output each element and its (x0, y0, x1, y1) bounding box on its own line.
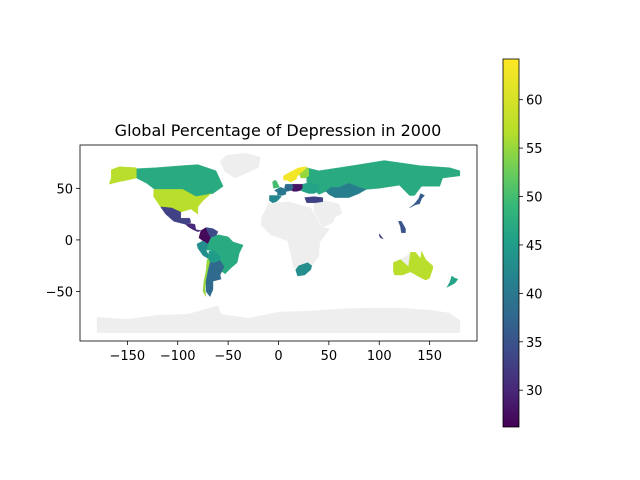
region-japan (409, 193, 425, 209)
region-kazakhstan (325, 182, 367, 198)
y-axis: 50 0 −50 (46, 182, 80, 300)
colorbar-tick-label: 40 (526, 287, 543, 302)
region-antarctica (96, 305, 461, 333)
colorbar (502, 58, 520, 428)
region-malaysia (379, 233, 384, 240)
x-tick-label: 150 (417, 349, 442, 364)
region-france (274, 187, 287, 196)
region-central-america (185, 223, 202, 232)
region-alaska (108, 166, 137, 185)
x-tick-label: 0 (274, 349, 282, 364)
x-tick-label: 50 (321, 349, 338, 364)
map-plot-area (96, 153, 461, 333)
colorbar-axis: 30 35 40 45 50 55 60 (519, 94, 543, 399)
map-title: Global Percentage of Depression in 2000 (115, 121, 442, 140)
region-united-kingdom (272, 179, 280, 189)
colorbar-tick-label: 30 (526, 384, 543, 399)
y-tick-label: 0 (65, 234, 73, 249)
colorbar-tick-label: 45 (526, 239, 543, 254)
y-tick-label: −50 (46, 285, 73, 300)
y-tick-label: 50 (56, 182, 73, 197)
colorbar-tick-label: 50 (526, 191, 543, 206)
region-middle-east (313, 200, 343, 228)
region-greenland (219, 153, 261, 179)
x-tick-label: 100 (367, 349, 392, 364)
region-mexico (160, 206, 192, 225)
x-tick-label: −50 (214, 349, 241, 364)
region-argentina (205, 260, 225, 297)
region-philippines (398, 221, 406, 233)
colorbar-tick-label: 55 (526, 142, 543, 157)
x-tick-label: −100 (160, 349, 196, 364)
x-axis: −150 −100 −50 0 50 100 150 (109, 341, 442, 364)
colorbar-tick-label: 35 (526, 336, 543, 351)
colorbar-tick-label: 60 (526, 94, 543, 109)
region-eastern-europe (300, 181, 319, 194)
region-spain (269, 195, 282, 204)
region-new-zealand (446, 275, 459, 288)
region-africa (261, 201, 331, 268)
region-finland (299, 167, 309, 179)
region-turkey (304, 196, 323, 204)
region-south-africa (295, 262, 313, 277)
region-australia (393, 250, 433, 281)
x-tick-label: −150 (109, 349, 145, 364)
